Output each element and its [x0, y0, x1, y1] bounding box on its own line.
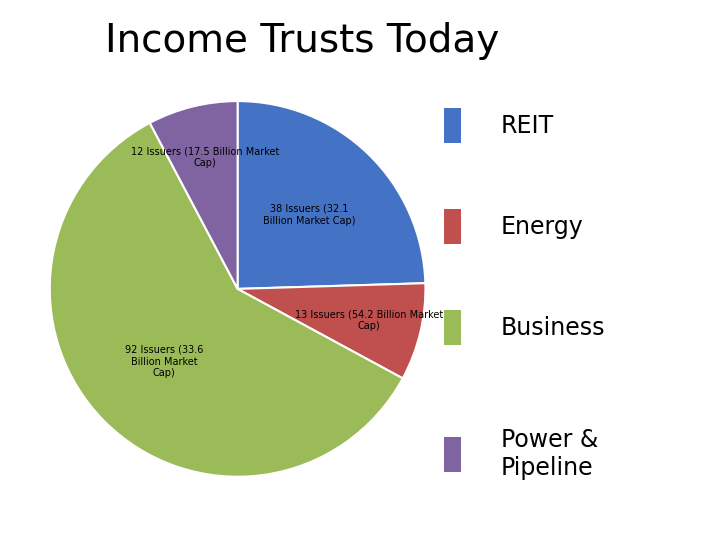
Text: REIT: REIT: [501, 113, 554, 138]
Text: Energy: Energy: [501, 215, 584, 239]
FancyBboxPatch shape: [444, 108, 461, 143]
FancyBboxPatch shape: [444, 210, 461, 244]
Text: 92 Issuers (33.6
Billion Market
Cap): 92 Issuers (33.6 Billion Market Cap): [125, 345, 203, 378]
FancyBboxPatch shape: [444, 437, 461, 471]
Wedge shape: [238, 101, 426, 289]
Text: 13 Issuers (54.2 Billion Market
Cap): 13 Issuers (54.2 Billion Market Cap): [295, 309, 444, 331]
Text: 12 Issuers (17.5 Billion Market
Cap): 12 Issuers (17.5 Billion Market Cap): [131, 147, 279, 168]
Text: Income Trusts Today: Income Trusts Today: [105, 22, 500, 59]
FancyBboxPatch shape: [444, 310, 461, 345]
Wedge shape: [150, 101, 238, 289]
Text: Business: Business: [501, 316, 606, 340]
Text: Power &
Pipeline: Power & Pipeline: [501, 428, 598, 480]
Wedge shape: [238, 283, 426, 379]
Wedge shape: [50, 123, 402, 477]
Text: 38 Issuers (32.1
Billion Market Cap): 38 Issuers (32.1 Billion Market Cap): [264, 204, 356, 226]
